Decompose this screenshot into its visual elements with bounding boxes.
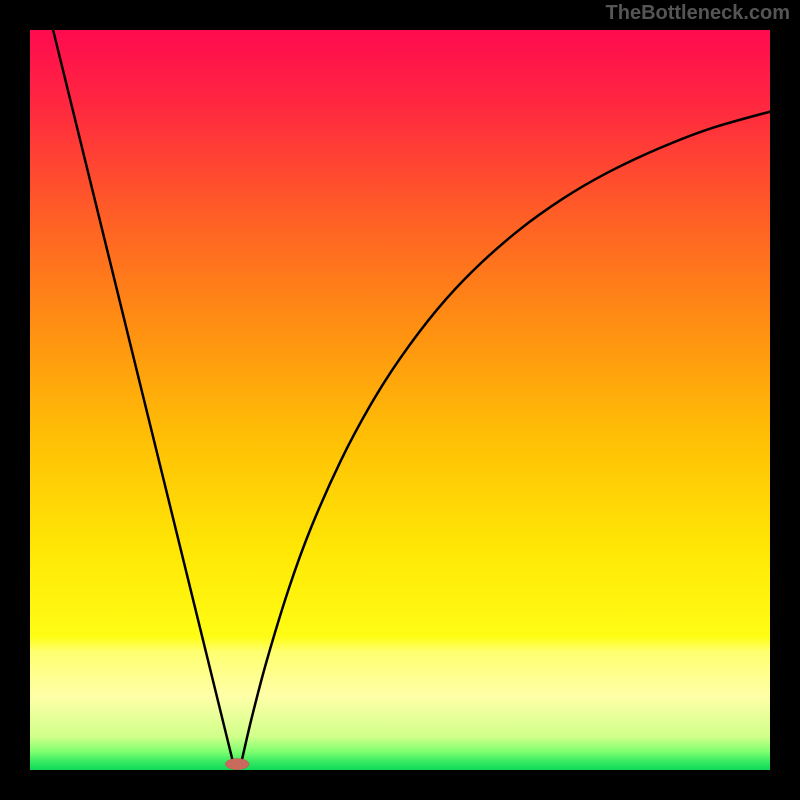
- plot-gradient-background: [30, 30, 770, 770]
- watermark-text: TheBottleneck.com: [606, 2, 790, 25]
- bottleneck-marker: [225, 759, 249, 770]
- chart-svg: [0, 0, 800, 800]
- chart-stage: TheBottleneck.com: [0, 0, 800, 800]
